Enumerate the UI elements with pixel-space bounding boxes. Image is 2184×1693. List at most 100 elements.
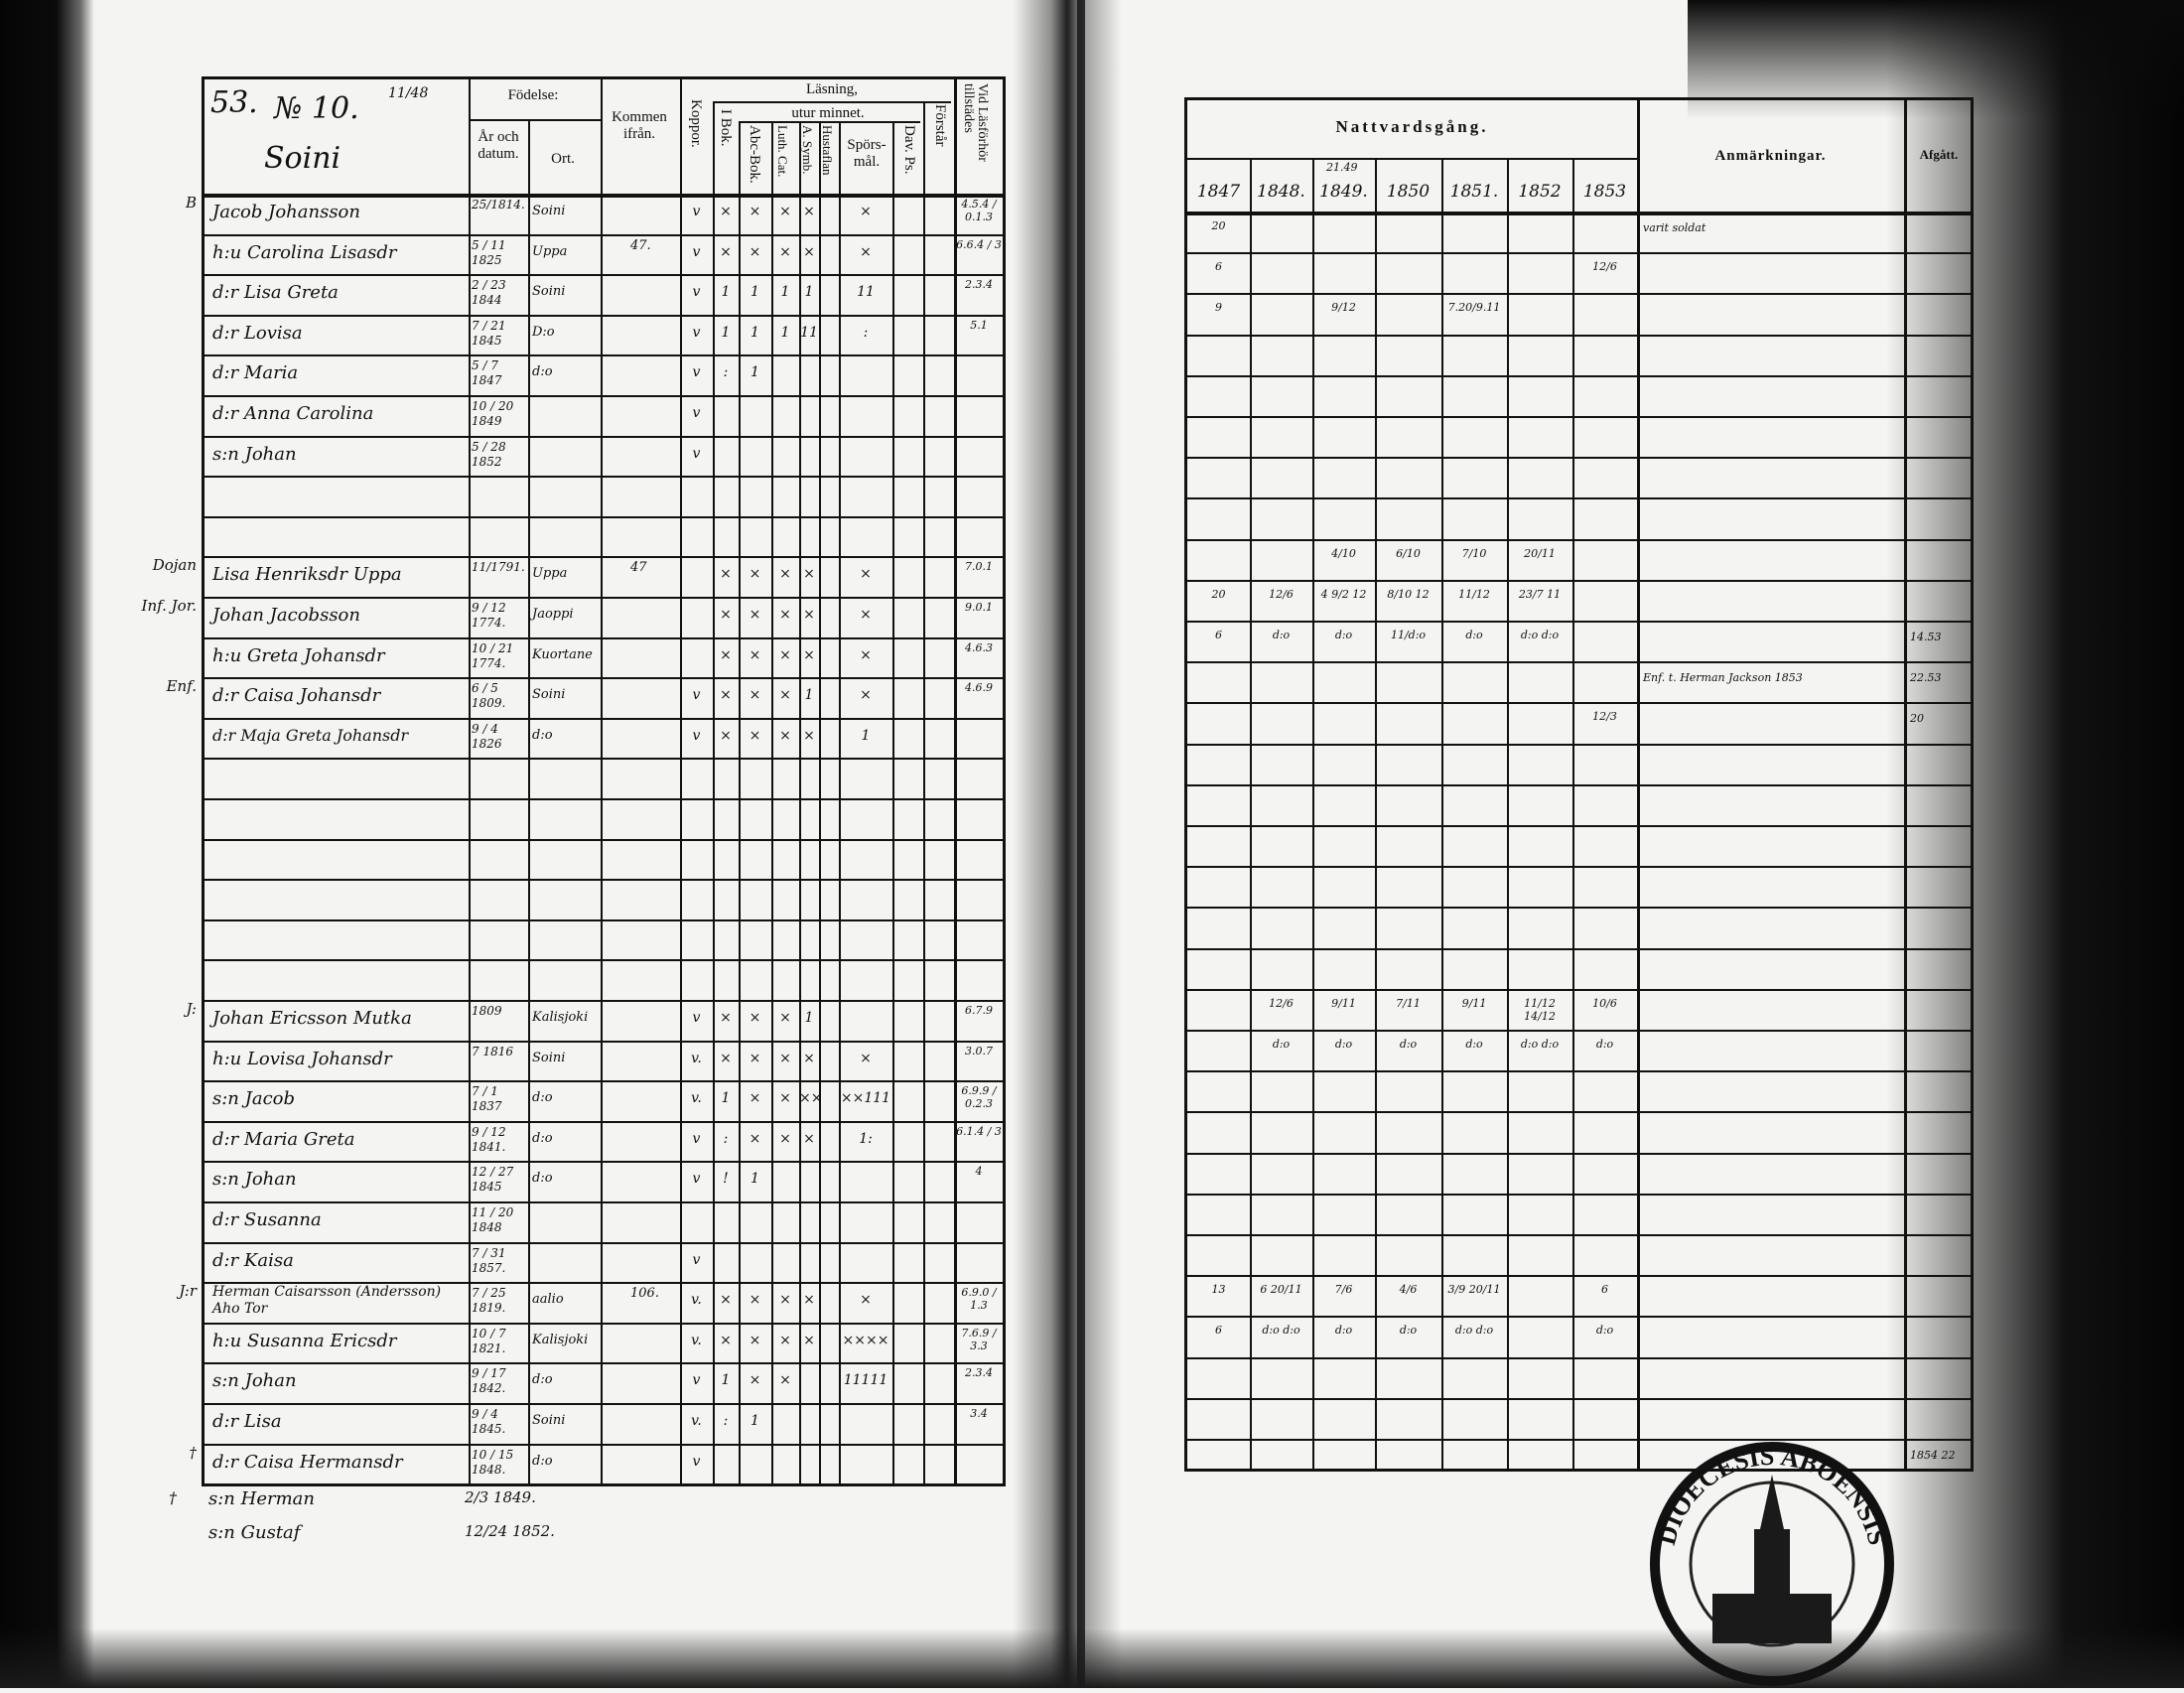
communion-date: d:o bbox=[1272, 629, 1291, 641]
row-line bbox=[1187, 947, 1971, 950]
reading-mark: × bbox=[779, 243, 791, 260]
margin-note: † bbox=[189, 1443, 198, 1462]
reading-mark: × bbox=[803, 1130, 815, 1147]
reading-mark: v bbox=[692, 204, 701, 219]
reading-mark: × bbox=[720, 1332, 732, 1348]
row-line bbox=[205, 274, 1003, 277]
reading-mark: × bbox=[749, 646, 761, 663]
communion-date: d:o bbox=[1595, 1038, 1614, 1051]
birth-place: Soini bbox=[532, 687, 566, 703]
row-line bbox=[205, 918, 1003, 921]
communion-row: d:o d:o d:o d:o d:o d:o d:o bbox=[1187, 1030, 1971, 1070]
register-row: Jacob Johansson 25/1814. Soini v × × × × × 4.5.4 … bbox=[205, 194, 1003, 234]
reading-mark: × bbox=[860, 1292, 872, 1309]
communion-date: 6/10 bbox=[1396, 546, 1421, 560]
departed-note: 1854 22 bbox=[1910, 1449, 1956, 1462]
row-line bbox=[1187, 1439, 1971, 1441]
reading-mark: 6.9.9 / 0.2.3 bbox=[961, 1084, 997, 1111]
header-abc-bok: Abc-Bok. bbox=[747, 125, 762, 184]
birth-place: aalio bbox=[532, 1292, 564, 1308]
birth-date: 9 / 4 1826 bbox=[472, 721, 502, 751]
reading-mark: v. bbox=[691, 1050, 702, 1066]
column-line bbox=[528, 119, 530, 1483]
birth-date: 12 / 27 1845 bbox=[472, 1165, 514, 1195]
communion-date: 6 bbox=[1215, 260, 1222, 274]
communion-date: 12/6 bbox=[1269, 996, 1294, 1010]
margin-note: B bbox=[185, 194, 197, 212]
person-name: d:r Caisa Johansdr bbox=[212, 685, 381, 707]
column-line bbox=[1312, 158, 1314, 1469]
communion-date: 20 bbox=[1211, 587, 1226, 601]
row-line bbox=[1187, 1234, 1971, 1236]
person-name: Herman Caisarsson (Andersson) Aho Tor bbox=[212, 1284, 442, 1317]
birth-date: 5 / 7 1847 bbox=[472, 358, 502, 388]
reading-mark: × bbox=[803, 204, 815, 219]
year-note: 21.49 bbox=[1326, 161, 1358, 174]
communion-row: 20 12/6 4 9/2 12 8/10 12 11/12 23/7 11 bbox=[1187, 580, 1971, 621]
communion-date: d:o d:o bbox=[1520, 629, 1560, 641]
reading-mark: v bbox=[692, 1010, 701, 1026]
row-line bbox=[1187, 661, 1971, 664]
reading-mark: × bbox=[860, 204, 872, 219]
reading-mark: × bbox=[720, 687, 732, 704]
reading-mark: × bbox=[749, 243, 761, 260]
reading-mark: 4.6.9 bbox=[965, 681, 993, 695]
register-row: s:n Johan 9 / 17 1842. d:o v 1 × × 11111 2.3.4 bbox=[205, 1362, 1003, 1403]
reading-mark: v bbox=[692, 1130, 701, 1147]
row-line bbox=[1187, 907, 1971, 910]
reading-mark: v bbox=[692, 284, 701, 301]
column-line bbox=[799, 121, 801, 1483]
row-line bbox=[1187, 252, 1971, 255]
header-ar-och-datum: År och datum. bbox=[478, 129, 519, 162]
row-line bbox=[205, 798, 1003, 800]
communion-date: 7/11 bbox=[1396, 996, 1421, 1010]
reading-mark: × bbox=[779, 1130, 791, 1147]
row-line bbox=[1187, 1030, 1971, 1032]
person-name: s:n Johan bbox=[212, 1370, 297, 1392]
reading-mark: × bbox=[803, 646, 815, 663]
row-line bbox=[1187, 1152, 1971, 1155]
communion-date: 9/11 bbox=[1461, 996, 1487, 1010]
birth-date: 1809 bbox=[472, 1004, 502, 1018]
birth-date: 9 / 12 1841. bbox=[472, 1124, 506, 1154]
birth-place: Jaoppi bbox=[532, 607, 574, 622]
birth-date: 5 / 11 1825 bbox=[472, 237, 506, 267]
column-line bbox=[892, 121, 894, 1483]
row-line bbox=[205, 476, 1003, 479]
reading-mark: × bbox=[779, 687, 791, 704]
reading-mark: 1 bbox=[804, 687, 814, 704]
reading-mark: 1 bbox=[721, 1090, 731, 1107]
reading-mark: : bbox=[863, 324, 869, 341]
reading-mark: v bbox=[692, 364, 701, 381]
communion-date: d:o d:o bbox=[1262, 1324, 1300, 1338]
row-line bbox=[205, 233, 1003, 236]
reading-mark: 6.7.9 bbox=[965, 1004, 993, 1017]
person-name: d:r Susanna bbox=[212, 1209, 322, 1230]
communion-date: 10/6 bbox=[1592, 996, 1617, 1010]
column-line bbox=[1507, 158, 1509, 1469]
reading-mark: × bbox=[860, 1050, 872, 1066]
birth-date: 7 / 25 1819. bbox=[472, 1286, 506, 1316]
person-name: d:r Maria Greta bbox=[212, 1128, 355, 1150]
row-line bbox=[205, 1120, 1003, 1123]
column-line bbox=[601, 79, 603, 1483]
reading-mark: × bbox=[779, 1050, 791, 1066]
reading-mark: × bbox=[749, 204, 761, 219]
reading-mark: × bbox=[749, 1130, 761, 1147]
margin-note: Inf. Jor. bbox=[141, 597, 197, 615]
header-luth-cat: Luth. Cat. bbox=[775, 125, 790, 178]
header-kommen-ifran: Kommen ifrån. bbox=[612, 109, 667, 142]
communion-row: 1854 22 bbox=[1187, 1439, 1971, 1480]
row-line bbox=[205, 354, 1003, 357]
reading-mark: 1 bbox=[780, 284, 790, 301]
communion-row: Enf. t. Herman Jackson 1853 22.53 bbox=[1187, 661, 1971, 702]
row-line bbox=[205, 677, 1003, 680]
reading-mark: 9.0.1 bbox=[965, 601, 993, 614]
row-line bbox=[205, 556, 1003, 559]
reading-mark: : bbox=[723, 1130, 729, 1147]
row-line bbox=[1187, 621, 1971, 623]
communion-date: d:o bbox=[1399, 1038, 1418, 1051]
register-row: d:r Kaisa 7 / 31 1857. v bbox=[205, 1242, 1003, 1283]
register-row: d:r Susanna 11 / 20 1848 bbox=[205, 1201, 1003, 1242]
reading-mark: × bbox=[779, 1010, 791, 1026]
